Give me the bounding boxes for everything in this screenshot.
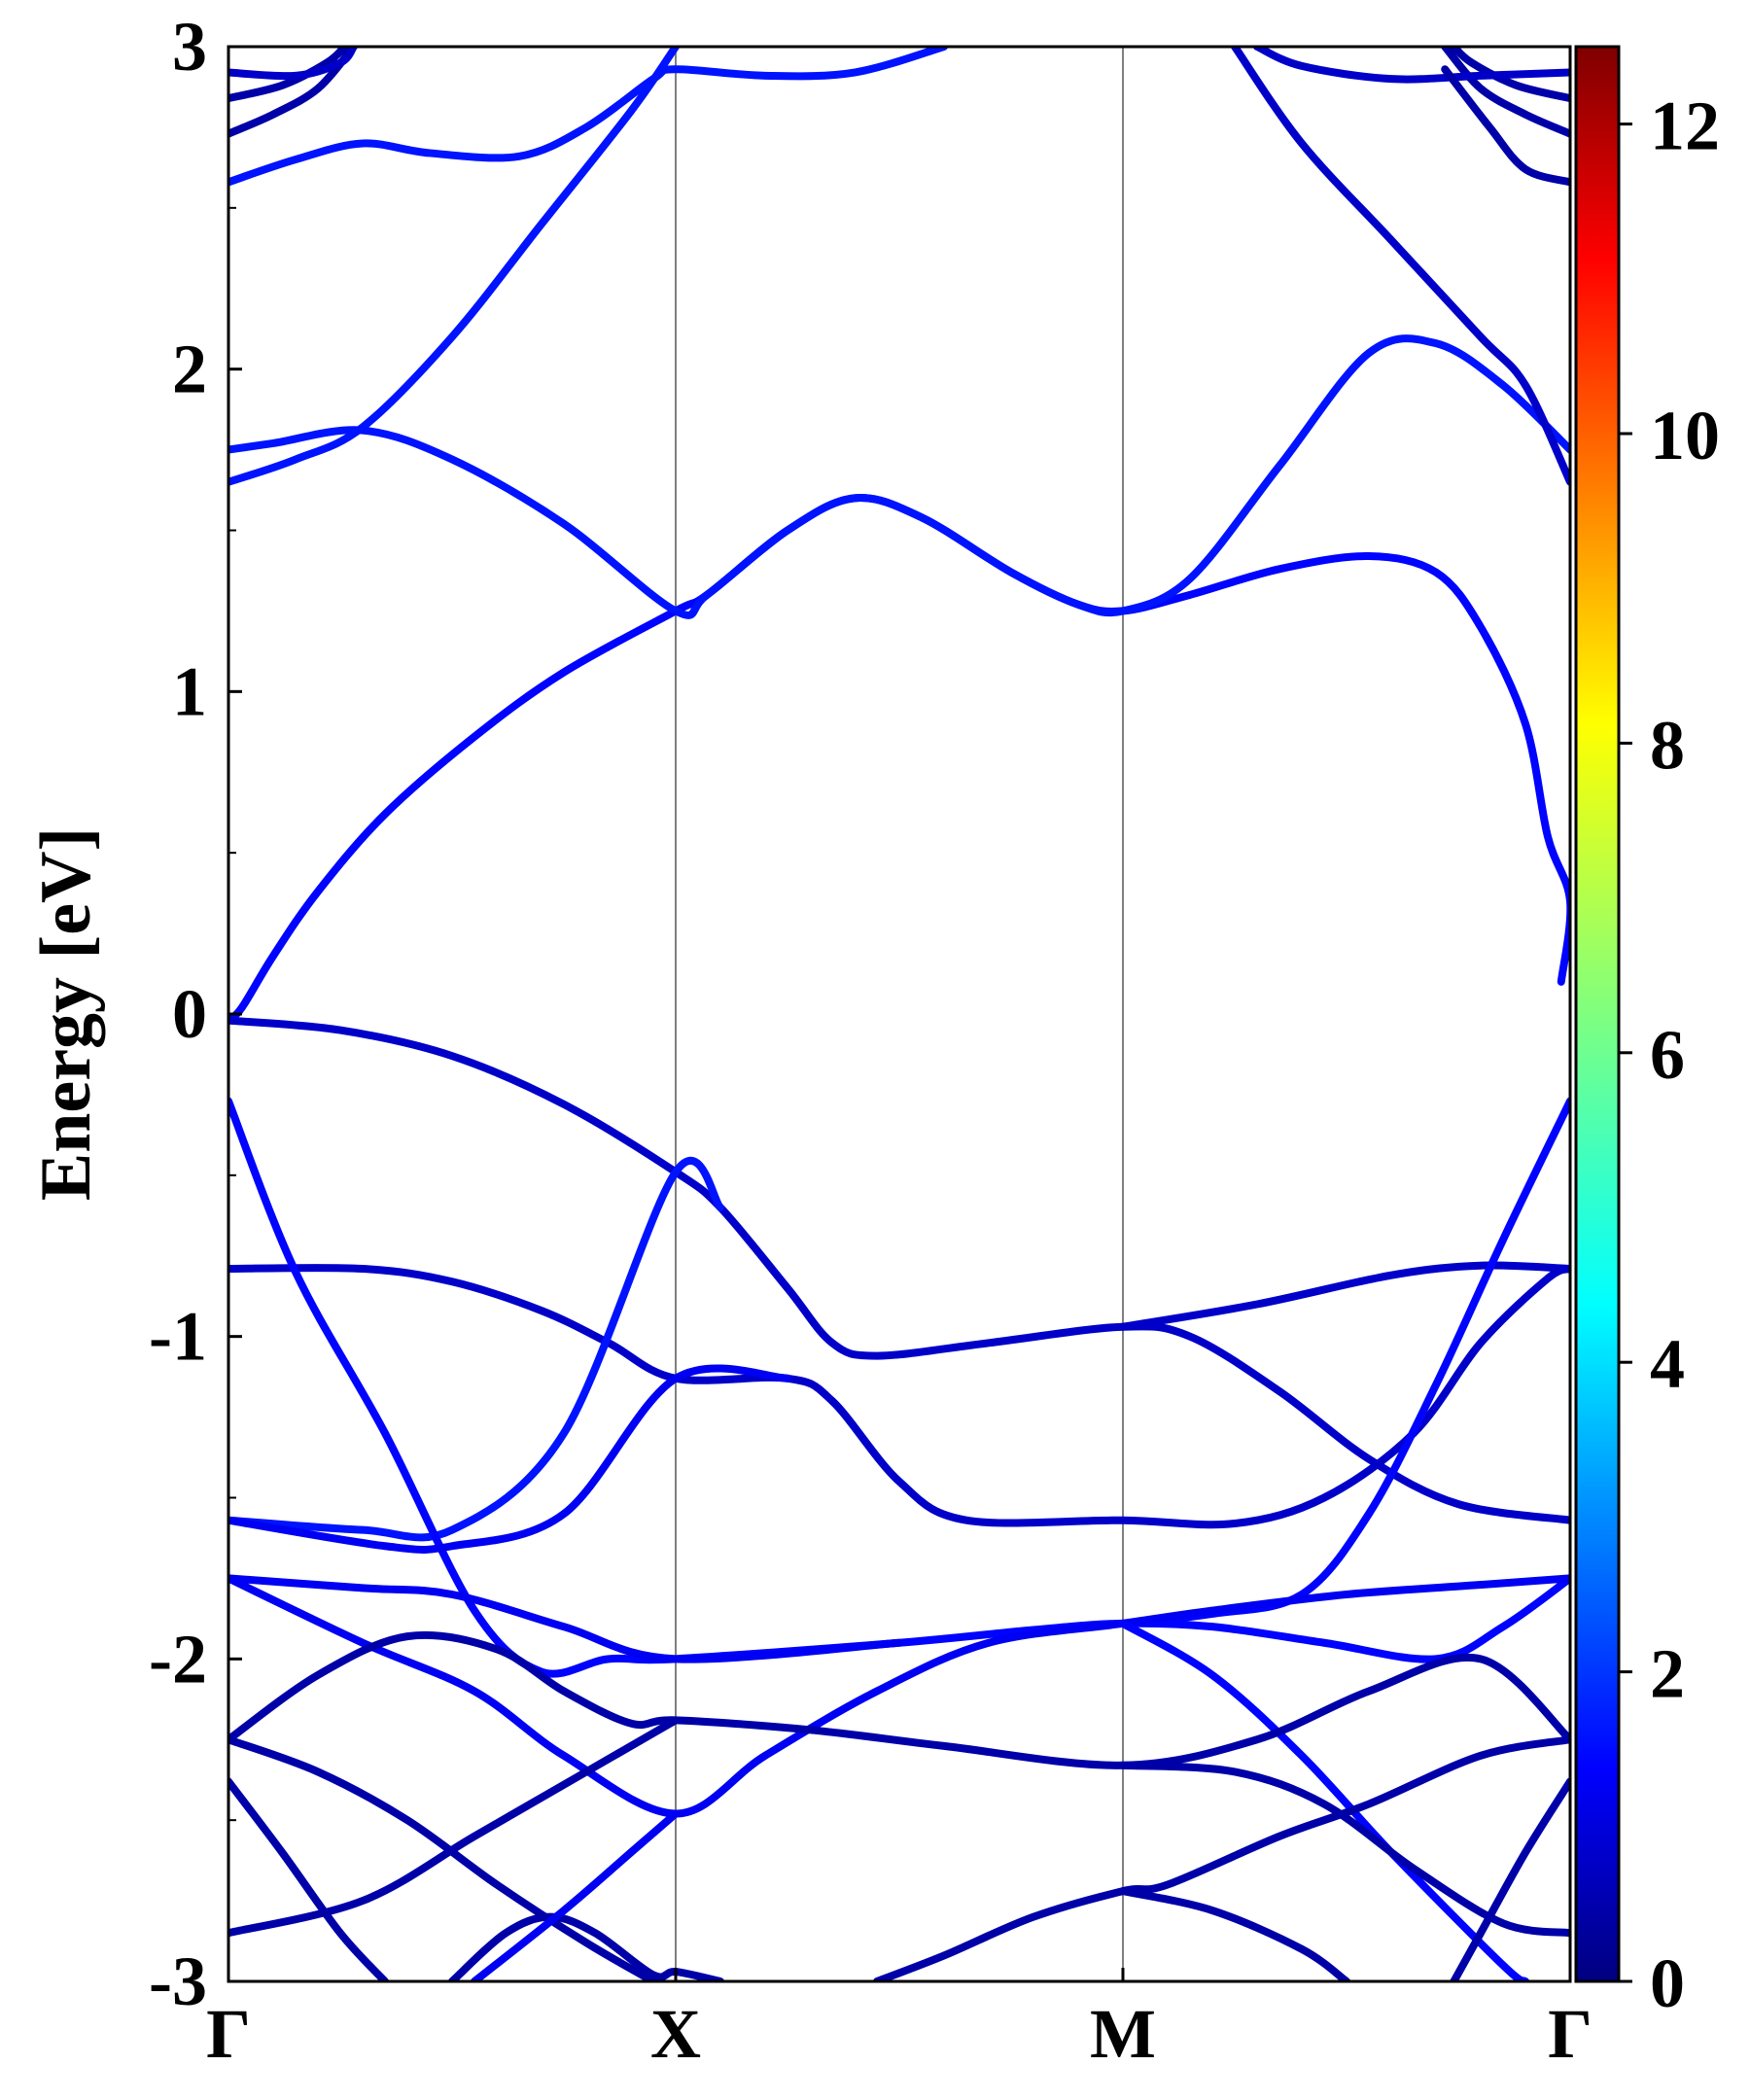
band-25 (228, 1716, 680, 1938)
band-27 (873, 1735, 1570, 1981)
colorbar-tick-label: 4 (1650, 1325, 1685, 1403)
band-32 (471, 1809, 680, 1981)
band-lines (228, 47, 1570, 1981)
colorbar: 0 2 4 6 8 10 12 (1574, 45, 1720, 2022)
y-axis-ticks: 3 2 1 0 -1 -2 -3 (149, 8, 242, 2020)
band-22 (1119, 1619, 1529, 1981)
colorbar-tick-label: 12 (1650, 88, 1720, 165)
y-tick-label: -3 (149, 1942, 207, 2020)
colorbar-tick-label: 6 (1650, 1016, 1685, 1094)
x-tick-label: Γ (206, 1995, 251, 2073)
y-tick-label: 0 (172, 975, 207, 1053)
band-19 (228, 1364, 791, 1554)
band-26 (228, 1777, 389, 1981)
high-symmetry-lines (675, 47, 1124, 1981)
band-9 (1441, 47, 1570, 138)
band-4 (1231, 47, 1570, 486)
band-11 (1253, 47, 1570, 84)
band-14 (228, 1264, 1570, 1529)
band-23 (228, 1630, 1570, 1769)
x-tick-label: X (650, 1995, 701, 2073)
band-20 (228, 1574, 903, 1663)
band-16 (228, 1157, 724, 1542)
colorbar-gradient (1574, 45, 1621, 1983)
band-15 (1119, 1261, 1570, 1331)
colorbar-tick-label: 2 (1650, 1635, 1685, 1713)
y-tick-label: 3 (172, 8, 207, 86)
band-29 (1119, 1761, 1570, 1938)
band-12 (1441, 65, 1570, 187)
y-tick-label: 2 (172, 331, 207, 408)
y-tick-label: -2 (149, 1620, 207, 1698)
y-axis-title: Energy [eV] (26, 827, 106, 1201)
band-30 (1450, 1777, 1570, 1981)
band-18 (1119, 1097, 1570, 1628)
band-28 (1119, 1887, 1350, 1981)
colorbar-tick-label: 10 (1650, 397, 1720, 474)
band-3 (228, 47, 680, 486)
colorbar-tick-label: 0 (1650, 1944, 1685, 2022)
x-tick-label: Γ (1548, 1995, 1592, 2073)
band-8 (228, 47, 358, 81)
y-tick-label: 1 (172, 652, 207, 730)
colorbar-tick-label: 8 (1650, 706, 1685, 784)
colorbar-ticks: 0 2 4 6 8 10 12 (1619, 88, 1720, 2022)
band-13 (228, 1016, 1570, 1524)
band-1 (228, 494, 1570, 1025)
x-tick-label: M (1090, 1995, 1156, 2073)
band-21 (228, 1574, 1570, 1818)
y-tick-label: -1 (149, 1298, 207, 1376)
band-2 (228, 334, 1570, 619)
band-5 (228, 47, 948, 187)
